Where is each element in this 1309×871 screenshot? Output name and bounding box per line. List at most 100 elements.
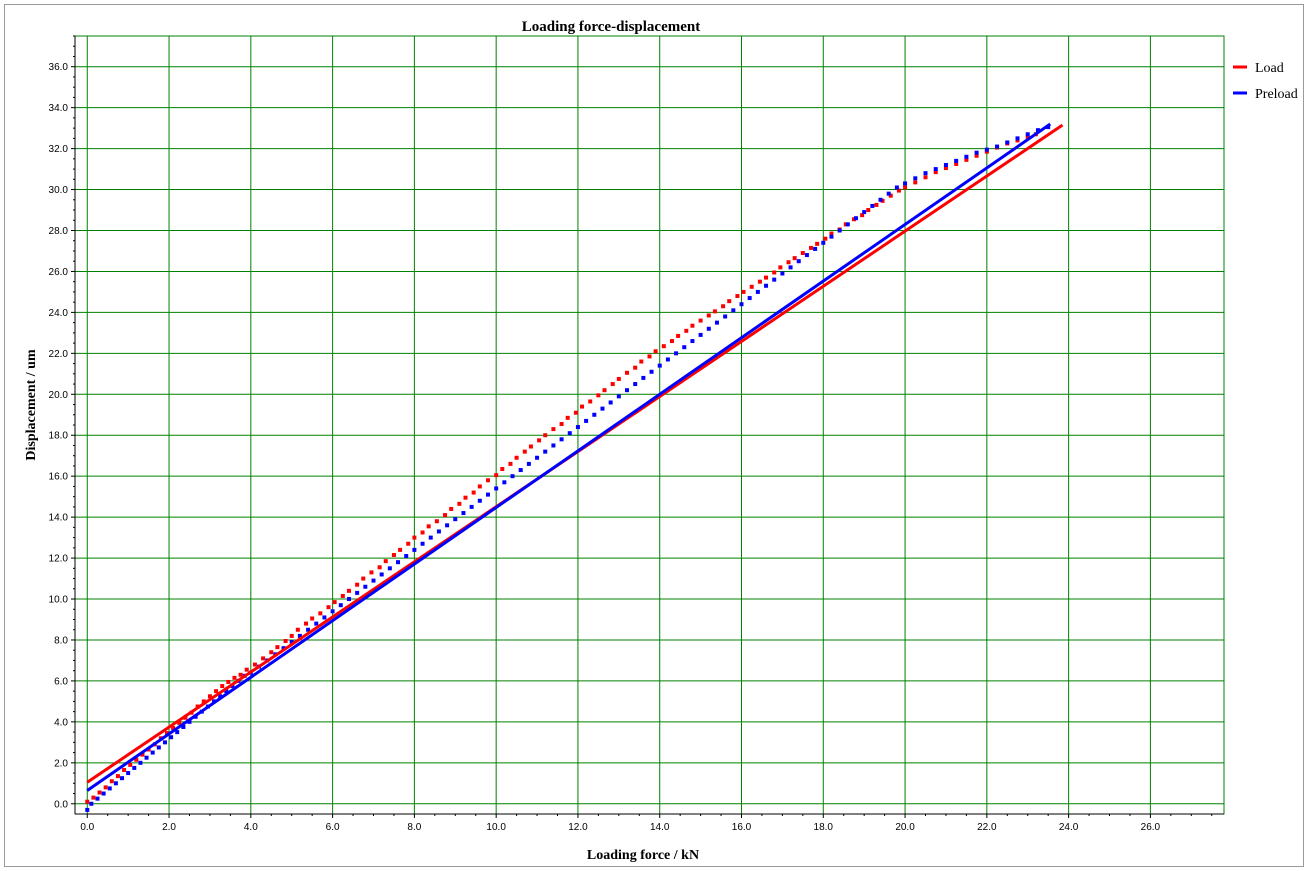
preload-data-point: [878, 197, 883, 202]
load-data-point: [406, 541, 411, 546]
preload-data-point: [338, 603, 343, 608]
load-data-point: [749, 284, 754, 289]
load-data-point: [896, 188, 901, 193]
axis-layer: 0.0 2.0 4.0 6.0 8.0 10.0 12.0 14.0 16.0 18.0 20.0 2…: [49, 35, 1224, 833]
preload-data-point: [698, 332, 703, 337]
y-tick-label: 30.0: [49, 185, 69, 196]
preload-data-point: [535, 455, 540, 460]
load-data-point: [361, 576, 366, 581]
preload-data-point: [428, 535, 433, 540]
y-tick-label: 22.0: [49, 349, 69, 360]
load-data-point: [815, 241, 820, 246]
preload-data-point: [162, 740, 167, 745]
preload-data-point: [625, 388, 630, 393]
load-data-point: [412, 535, 417, 540]
load-data-point: [457, 501, 462, 506]
load-data-point: [676, 333, 681, 338]
chart-frame: 0.0 2.0 4.0 6.0 8.0 10.0 12.0 14.0 16.0 18.0 20.0 2…: [4, 4, 1304, 867]
legend-preload-label: Preload: [1255, 87, 1298, 102]
preload-data-point: [314, 621, 319, 626]
load-data-point: [588, 399, 593, 404]
preload-data-point: [181, 724, 186, 729]
preload-data-point: [281, 646, 286, 651]
preload-data-point: [144, 755, 149, 760]
load-data-point: [500, 467, 505, 472]
load-data-point: [888, 193, 893, 198]
load-data-point: [786, 260, 791, 265]
x-tick-label: 6.0: [326, 822, 340, 833]
load-data-point: [477, 484, 482, 489]
load-data-point: [443, 513, 448, 518]
load-data-point: [220, 684, 225, 689]
preload-data-point: [1005, 140, 1010, 145]
preload-data-point: [526, 461, 531, 466]
preload-data-point: [156, 745, 161, 750]
load-data-point: [543, 433, 548, 438]
preload-data-point: [543, 449, 548, 454]
preload-data-point: [665, 357, 670, 362]
preload-data-point: [903, 181, 908, 186]
preload-data-point: [837, 228, 842, 233]
load-data-point: [128, 762, 133, 767]
load-data-point: [653, 349, 658, 354]
load-data-point: [974, 153, 979, 158]
load-data-point: [355, 582, 360, 587]
load-data-point: [420, 530, 425, 535]
load-data-point: [97, 790, 102, 795]
y-tick-label: 16.0: [49, 472, 69, 483]
load-data-point: [346, 588, 351, 593]
load-data-point: [757, 279, 762, 284]
load-data-point: [310, 616, 315, 621]
load-data-point: [639, 359, 644, 364]
preload-data-point: [943, 162, 948, 167]
load-data-point: [741, 289, 746, 294]
load-data-point: [913, 180, 918, 185]
preload-data-point: [813, 246, 818, 251]
load-data-point: [633, 365, 638, 370]
load-data-point: [226, 679, 231, 684]
load-data-point: [923, 175, 928, 180]
load-data-point: [690, 323, 695, 328]
preload-data-point: [551, 443, 556, 448]
legend: Load Preload: [1233, 61, 1298, 102]
preload-data-point: [306, 627, 311, 632]
preload-data-point: [485, 492, 490, 497]
load-data-point: [85, 799, 90, 804]
y-tick-label: 14.0: [49, 513, 69, 524]
preload-data-point: [396, 560, 401, 565]
load-data-point: [943, 166, 948, 171]
load-data-point: [706, 313, 711, 318]
x-tick-label: 4.0: [244, 822, 258, 833]
load-data-point: [269, 650, 274, 655]
load-data-point: [383, 559, 388, 564]
preload-data-point: [862, 210, 867, 215]
load-data-point: [880, 198, 885, 203]
load-data-point: [625, 370, 630, 375]
load-data-point: [304, 621, 309, 626]
preload-data-point: [510, 474, 515, 479]
preload-data-point: [913, 176, 918, 181]
preload-data-point: [461, 511, 466, 516]
preload-data-point: [95, 796, 100, 801]
preload-data-point: [387, 566, 392, 571]
preload-data-point: [420, 541, 425, 546]
y-tick-label: 6.0: [54, 676, 68, 687]
preload-data-point: [682, 345, 687, 350]
preload-data-point: [739, 302, 744, 307]
x-tick-label: 8.0: [407, 822, 421, 833]
y-tick-label: 24.0: [49, 308, 69, 319]
preload-data-point: [355, 590, 360, 595]
chart-svg: 0.0 2.0 4.0 6.0 8.0 10.0 12.0 14.0 16.0 18.0 20.0 2…: [24, 19, 1298, 863]
load-data-point: [537, 438, 542, 443]
trend-layer: [86, 122, 1064, 792]
load-data-point: [727, 299, 732, 304]
y-tick-label: 0.0: [54, 799, 68, 810]
load-data-point: [326, 605, 331, 610]
preload-data-point: [995, 144, 1000, 149]
preload-data-point: [804, 253, 809, 258]
preload-data-point: [796, 259, 801, 264]
preload-data-point: [870, 203, 875, 208]
load-data-point: [843, 222, 848, 227]
preload-data-point: [649, 369, 654, 374]
load-data-point: [735, 294, 740, 299]
